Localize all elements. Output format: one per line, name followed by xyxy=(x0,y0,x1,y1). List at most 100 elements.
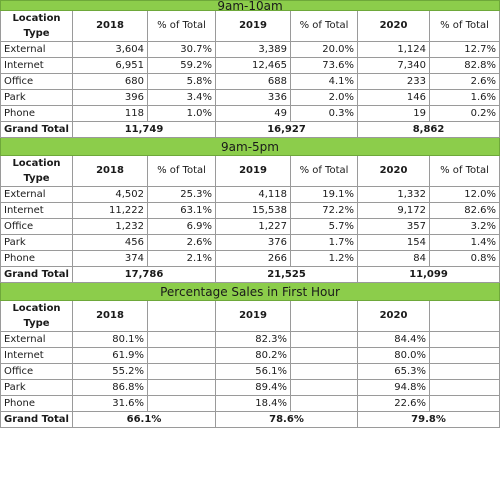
grand-total-2018[interactable]: 66.1% xyxy=(72,411,216,428)
blank-cell[interactable] xyxy=(147,395,216,412)
blank-cell[interactable] xyxy=(428,395,500,412)
pct-cell[interactable]: 5.7% xyxy=(290,218,358,235)
blank-cell[interactable] xyxy=(147,347,216,364)
year-header-2018[interactable]: 2018 xyxy=(72,10,148,42)
blank-cell[interactable] xyxy=(290,300,358,332)
blank-cell[interactable] xyxy=(290,331,358,348)
count-cell[interactable]: 456 xyxy=(72,234,148,251)
count-cell[interactable]: 7,340 xyxy=(357,57,430,74)
location-type-cell[interactable]: Park xyxy=(0,234,73,251)
pct-cell[interactable]: 2.6% xyxy=(147,234,216,251)
location-type-header[interactable]: Location Type xyxy=(0,155,73,187)
count-cell[interactable]: 3,604 xyxy=(72,41,148,58)
blank-cell[interactable] xyxy=(147,379,216,396)
location-type-cell[interactable]: Office xyxy=(0,363,73,380)
year-header-2018[interactable]: 2018 xyxy=(72,155,148,187)
blank-cell[interactable] xyxy=(147,331,216,348)
count-cell[interactable]: 357 xyxy=(357,218,430,235)
grand-total-2020[interactable]: 8,862 xyxy=(356,121,500,138)
count-cell[interactable]: 4,118 xyxy=(215,186,291,203)
count-cell[interactable]: 233 xyxy=(357,73,430,90)
location-type-cell[interactable]: External xyxy=(0,186,73,203)
pct-cell[interactable]: 80.0% xyxy=(357,347,430,364)
blank-cell[interactable] xyxy=(147,363,216,380)
grand-total-2020[interactable]: 79.8% xyxy=(356,411,500,428)
year-header-2020[interactable]: 2020 xyxy=(357,300,430,332)
blank-cell[interactable] xyxy=(147,300,216,332)
pct-cell[interactable]: 59.2% xyxy=(147,57,216,74)
pct-cell[interactable]: 3.2% xyxy=(428,218,500,235)
pct-cell[interactable]: 80.2% xyxy=(215,347,291,364)
blank-cell[interactable] xyxy=(428,300,500,332)
pct-cell[interactable]: 2.0% xyxy=(290,89,358,106)
pct-cell[interactable]: 12.7% xyxy=(428,41,500,58)
pct-cell[interactable]: 82.8% xyxy=(428,57,500,74)
pct-cell[interactable]: 1.6% xyxy=(428,89,500,106)
pct-cell[interactable]: 73.6% xyxy=(290,57,358,74)
pct-cell[interactable]: 65.3% xyxy=(357,363,430,380)
grand-total-2019[interactable]: 16,927 xyxy=(215,121,358,138)
grand-total-2019[interactable]: 78.6% xyxy=(215,411,358,428)
location-type-cell[interactable]: Phone xyxy=(0,395,73,412)
section-title-0[interactable]: 9am-10am xyxy=(0,0,500,11)
grand-total-label[interactable]: Grand Total xyxy=(0,411,73,428)
pct-cell[interactable]: 86.8% xyxy=(72,379,148,396)
pct-cell[interactable]: 19.1% xyxy=(290,186,358,203)
pct-cell[interactable]: 31.6% xyxy=(72,395,148,412)
pct-cell[interactable]: 0.8% xyxy=(428,250,500,267)
pct-cell[interactable]: 94.8% xyxy=(357,379,430,396)
count-cell[interactable]: 376 xyxy=(215,234,291,251)
pct-cell[interactable]: 61.9% xyxy=(72,347,148,364)
pct-cell[interactable]: 30.7% xyxy=(147,41,216,58)
count-cell[interactable]: 49 xyxy=(215,105,291,122)
pct-header[interactable]: % of Total xyxy=(428,155,500,187)
grand-total-label[interactable]: Grand Total xyxy=(0,121,73,138)
location-type-header[interactable]: Location Type xyxy=(0,300,73,332)
grand-total-2018[interactable]: 17,786 xyxy=(72,266,216,283)
count-cell[interactable]: 19 xyxy=(357,105,430,122)
count-cell[interactable]: 11,222 xyxy=(72,202,148,219)
pct-header[interactable]: % of Total xyxy=(428,10,500,42)
year-header-2019[interactable]: 2019 xyxy=(215,155,291,187)
count-cell[interactable]: 146 xyxy=(357,89,430,106)
blank-cell[interactable] xyxy=(290,347,358,364)
blank-cell[interactable] xyxy=(290,363,358,380)
count-cell[interactable]: 336 xyxy=(215,89,291,106)
pct-header[interactable]: % of Total xyxy=(290,10,358,42)
count-cell[interactable]: 15,538 xyxy=(215,202,291,219)
year-header-2020[interactable]: 2020 xyxy=(357,155,430,187)
pct-cell[interactable]: 55.2% xyxy=(72,363,148,380)
location-type-cell[interactable]: Phone xyxy=(0,250,73,267)
pct-cell[interactable]: 82.3% xyxy=(215,331,291,348)
location-type-cell[interactable]: Internet xyxy=(0,347,73,364)
pct-header[interactable]: % of Total xyxy=(147,10,216,42)
pct-cell[interactable]: 2.1% xyxy=(147,250,216,267)
location-type-cell[interactable]: Internet xyxy=(0,202,73,219)
pct-cell[interactable]: 72.2% xyxy=(290,202,358,219)
count-cell[interactable]: 266 xyxy=(215,250,291,267)
count-cell[interactable]: 1,124 xyxy=(357,41,430,58)
section-title-2[interactable]: Percentage Sales in First Hour xyxy=(0,282,500,301)
count-cell[interactable]: 1,332 xyxy=(357,186,430,203)
blank-cell[interactable] xyxy=(428,379,500,396)
blank-cell[interactable] xyxy=(290,395,358,412)
pct-header[interactable]: % of Total xyxy=(147,155,216,187)
count-cell[interactable]: 680 xyxy=(72,73,148,90)
grand-total-2019[interactable]: 21,525 xyxy=(215,266,358,283)
pct-cell[interactable]: 1.4% xyxy=(428,234,500,251)
pct-cell[interactable]: 18.4% xyxy=(215,395,291,412)
count-cell[interactable]: 154 xyxy=(357,234,430,251)
count-cell[interactable]: 9,172 xyxy=(357,202,430,219)
location-type-header[interactable]: Location Type xyxy=(0,10,73,42)
pct-cell[interactable]: 0.2% xyxy=(428,105,500,122)
pct-cell[interactable]: 25.3% xyxy=(147,186,216,203)
count-cell[interactable]: 374 xyxy=(72,250,148,267)
grand-total-2018[interactable]: 11,749 xyxy=(72,121,216,138)
count-cell[interactable]: 118 xyxy=(72,105,148,122)
pct-cell[interactable]: 84.4% xyxy=(357,331,430,348)
year-header-2020[interactable]: 2020 xyxy=(357,10,430,42)
pct-cell[interactable]: 12.0% xyxy=(428,186,500,203)
year-header-2018[interactable]: 2018 xyxy=(72,300,148,332)
pct-header[interactable]: % of Total xyxy=(290,155,358,187)
blank-cell[interactable] xyxy=(428,331,500,348)
